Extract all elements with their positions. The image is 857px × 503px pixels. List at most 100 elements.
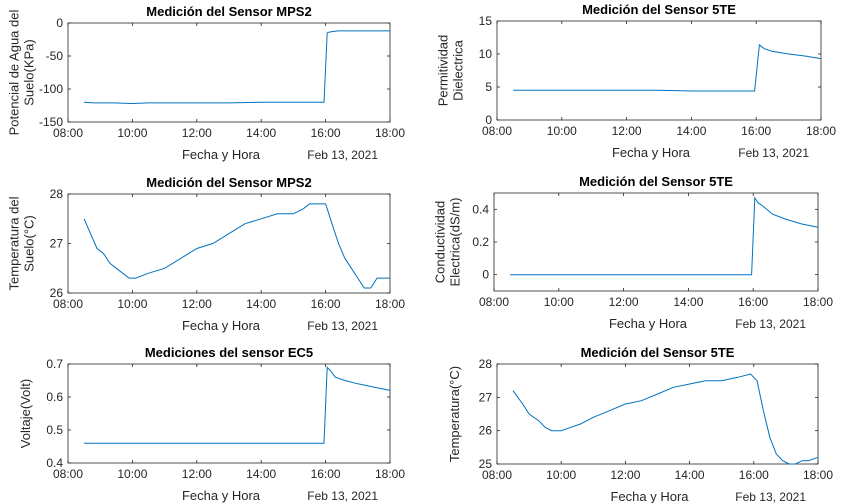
chart-title: Medición del Sensor 5TE (579, 174, 733, 189)
x-tick-label: 10:00 (547, 124, 577, 138)
x-tick-label: 14:00 (676, 124, 706, 138)
x-tick-label: 18:00 (375, 297, 405, 311)
axes-frame (496, 20, 822, 121)
y-axis-label: Temperatura(°C) (447, 366, 462, 462)
y-tick-label: 10 (479, 47, 493, 61)
y-tick-label: 28 (479, 357, 493, 371)
x-axis-label: Fecha y Hora (182, 147, 261, 162)
x-tick-label: 18:00 (806, 124, 836, 138)
axes-frame (67, 193, 391, 294)
x-tick-label: 12:00 (609, 295, 639, 309)
chart-4: 08:00 10:00 12:00 14:00 16:00 18:00 0.4 0.2 0 Med… (433, 174, 834, 331)
date-label: Feb 13, 2021 (307, 489, 378, 503)
chart-title: Mediciones del sensor EC5 (145, 345, 313, 360)
x-tick-label: 08:00 (53, 297, 83, 311)
axes-frame (67, 22, 391, 123)
series-line (83, 203, 390, 289)
x-tick-label: 12:00 (182, 467, 212, 481)
y-tick-label: -150 (39, 115, 63, 129)
date-label: Feb 13, 2021 (735, 317, 806, 331)
x-tick-label: 18:00 (375, 467, 405, 481)
y-tick-label: 15 (479, 14, 493, 28)
x-tick-label: 08:00 (482, 124, 512, 138)
y-tick-label: 0.6 (46, 390, 63, 404)
date-label: Feb 13, 2021 (307, 319, 378, 333)
y-axis-label: Electrica(dS/m) (448, 198, 463, 287)
y-tick-label: 26 (50, 286, 64, 300)
x-axis-label: Fecha y Hora (612, 145, 691, 160)
x-tick-label: 08:00 (479, 295, 509, 309)
x-tick-label: 12:00 (182, 126, 212, 140)
chart-title: Medición del Sensor 5TE (582, 2, 736, 17)
date-label: Feb 13, 2021 (307, 148, 378, 162)
y-tick-label: 0 (482, 268, 489, 282)
x-tick-label: 12:00 (182, 297, 212, 311)
y-axis-label: Suelo(KPa) (22, 39, 37, 105)
y-tick-label: 25 (479, 457, 493, 471)
y-tick-label: -50 (46, 49, 64, 63)
x-tick-label: 12:00 (610, 468, 640, 482)
chart-title: Medición del Sensor MPS2 (146, 4, 311, 19)
y-axis-label: Suelo(°C) (22, 215, 37, 272)
series-line (84, 366, 391, 444)
x-tick-label: 16:00 (738, 295, 768, 309)
y-axis-label: Permitividad (436, 35, 451, 107)
x-tick-label: 10:00 (117, 467, 147, 481)
series-line (512, 373, 819, 465)
y-tick-label: 27 (479, 390, 493, 404)
y-axis-label: Voltaje(Volt) (18, 379, 33, 448)
y-axis-label: Temperatura del (7, 196, 22, 290)
x-tick-label: 18:00 (803, 295, 833, 309)
y-axis-label: Potencial de Agua del (7, 10, 22, 136)
x-tick-label: 18:00 (803, 468, 833, 482)
y-tick-label: 28 (50, 187, 64, 201)
x-tick-label: 18:00 (375, 126, 405, 140)
chart-title: Medición del Sensor 5TE (581, 345, 735, 360)
x-tick-label: 16:00 (311, 126, 341, 140)
x-tick-label: 16:00 (311, 467, 341, 481)
x-tick-label: 14:00 (675, 468, 705, 482)
x-tick-label: 08:00 (482, 468, 512, 482)
axes-frame (496, 363, 819, 465)
y-axis-label: Conductividad (433, 201, 448, 283)
y-tick-label: 27 (50, 237, 64, 251)
x-tick-label: 16:00 (311, 297, 341, 311)
axes-frame (493, 192, 819, 292)
x-tick-label: 08:00 (53, 126, 83, 140)
series-line (510, 196, 819, 276)
y-tick-label: 0.5 (46, 423, 63, 437)
x-axis-label: Fecha y Hora (182, 318, 261, 333)
y-axis-label: Dielectrica (451, 39, 466, 100)
y-tick-label: 0.4 (472, 202, 489, 216)
chart-5: 08:00 10:00 12:00 14:00 16:00 18:00 0.7 0.6 0.5 0… (18, 345, 405, 503)
y-tick-label: -100 (39, 82, 63, 96)
x-tick-label: 10:00 (117, 126, 147, 140)
chart-2: 08:00 10:00 12:00 14:00 16:00 18:00 15 10 5 0 Medi… (436, 2, 837, 160)
chart-3: 08:00 10:00 12:00 14:00 16:00 18:00 28 27 26 Medi… (7, 175, 406, 333)
y-tick-label: 26 (479, 424, 493, 438)
x-tick-label: 10:00 (117, 297, 147, 311)
y-tick-label: 0 (485, 113, 492, 127)
y-tick-label: 0 (56, 16, 63, 30)
x-tick-label: 10:00 (546, 468, 576, 482)
x-axis-label: Fecha y Hora (610, 489, 689, 503)
x-tick-label: 14:00 (246, 126, 276, 140)
x-tick-label: 16:00 (739, 468, 769, 482)
date-label: Feb 13, 2021 (738, 146, 809, 160)
date-label: Feb 13, 2021 (735, 490, 806, 503)
x-axis-label: Fecha y Hora (182, 488, 261, 503)
x-tick-label: 14:00 (673, 295, 703, 309)
series-line (84, 30, 390, 105)
chart-6: 08:00 10:00 12:00 14:00 16:00 18:00 28 27 26 25 Me… (447, 345, 833, 503)
x-tick-label: 16:00 (741, 124, 771, 138)
x-axis-label: Fecha y Hora (609, 316, 688, 331)
y-tick-label: 0.2 (472, 235, 489, 249)
axes-frame (67, 363, 391, 464)
x-tick-label: 12:00 (612, 124, 642, 138)
y-tick-label: 0.4 (46, 456, 63, 470)
chart-1: 08:00 10:00 12:00 14:00 16:00 18:00 0 -50 -100 -1… (7, 4, 406, 162)
x-tick-label: 10:00 (544, 295, 574, 309)
chart-title: Medición del Sensor MPS2 (146, 175, 311, 190)
x-tick-label: 08:00 (53, 467, 83, 481)
